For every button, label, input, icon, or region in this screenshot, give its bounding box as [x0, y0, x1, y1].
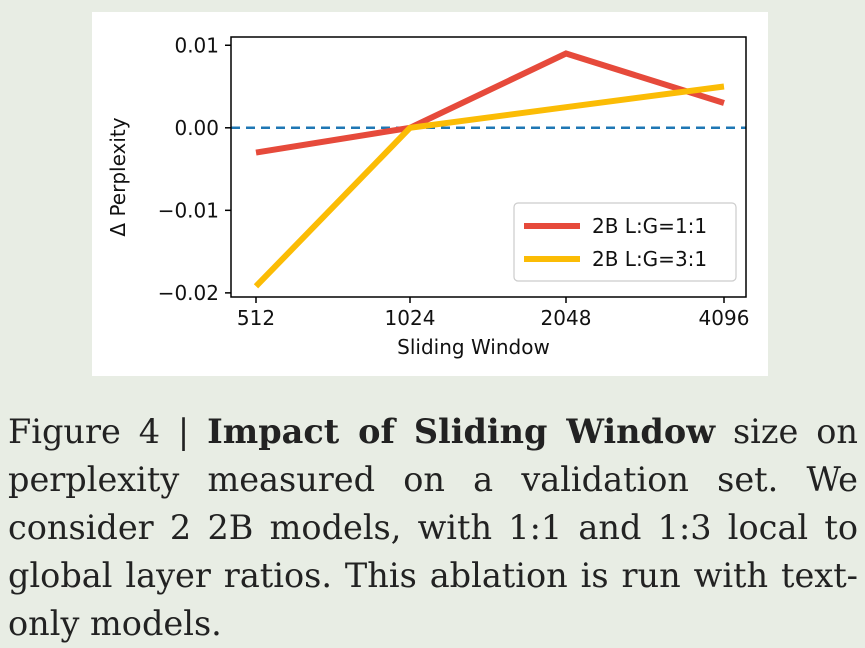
y-tick-label: 0.00	[174, 116, 219, 140]
legend-label-1: 2B L:G=1:1	[592, 214, 707, 238]
legend-label-2: 2B L:G=3:1	[592, 247, 707, 271]
y-tick-label: 0.01	[174, 33, 219, 57]
x-tick-label: 4096	[699, 306, 750, 330]
x-axis-label: Sliding Window	[397, 335, 550, 359]
caption-prefix: Figure 4 |	[8, 412, 208, 451]
chart-panel: 0.01 0.00 −0.01 −0.02 512 1024 2048 4096 Sliding…	[92, 12, 768, 376]
y-axis-label: Δ Perplexity	[106, 117, 130, 236]
series-line-1	[255, 50, 725, 156]
x-tick-label: 512	[237, 306, 275, 330]
series-line-2	[253, 83, 725, 289]
plot-frame	[230, 36, 747, 298]
caption-bold-title: Impact of Sliding Window	[207, 412, 716, 451]
line-chart: 0.01 0.00 −0.01 −0.02 512 1024 2048 4096 Sliding…	[106, 33, 750, 359]
figure-caption: Figure 4 | Impact of Sliding Window size…	[8, 408, 858, 648]
y-tick-label: −0.01	[158, 198, 219, 222]
x-tick-label: 2048	[541, 306, 592, 330]
y-tick-label: −0.02	[158, 281, 219, 305]
x-tick-label: 1024	[385, 306, 436, 330]
